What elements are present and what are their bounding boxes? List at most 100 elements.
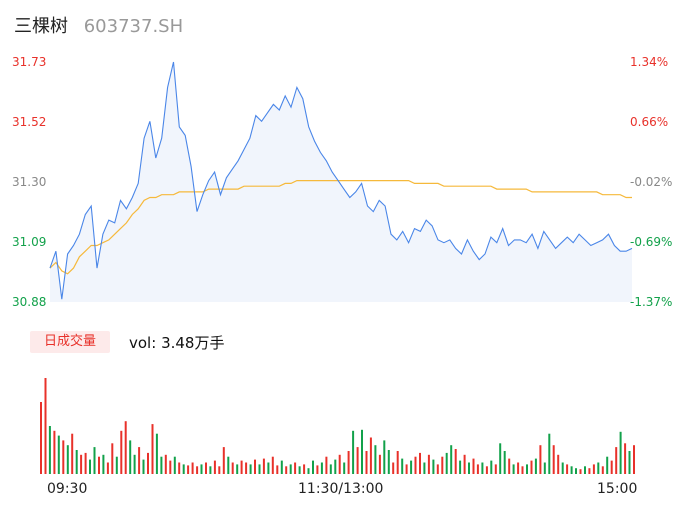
volume-bar: [530, 460, 533, 474]
volume-bar: [521, 466, 524, 474]
daily-volume-tab[interactable]: 日成交量: [30, 331, 110, 353]
volume-bar: [432, 459, 435, 474]
volume-bar: [227, 456, 230, 474]
volume-bar: [66, 445, 69, 474]
volume-bar: [539, 445, 542, 474]
time-tick-open: 09:30: [47, 481, 88, 497]
volume-bar: [557, 454, 560, 474]
volume-bar: [597, 462, 600, 474]
volume-bar: [44, 378, 47, 474]
volume-bar: [169, 460, 172, 474]
pct-tick-min: -1.37%: [630, 295, 673, 309]
price-tick-max: 31.73: [12, 55, 47, 69]
volume-bar: [552, 445, 555, 474]
volume-bar: [624, 443, 627, 474]
volume-bar: [499, 443, 502, 474]
volume-bar: [98, 456, 100, 474]
volume-bar: [213, 460, 216, 474]
volume-bar: [151, 424, 154, 474]
volume-bar: [454, 449, 457, 474]
volume-bar: [57, 435, 60, 474]
volume-bar: [633, 445, 635, 474]
volume-bar: [245, 462, 248, 474]
price-line: [49, 61, 633, 300]
volume-bar: [240, 460, 243, 474]
volume-bar: [280, 460, 283, 474]
volume-bar: [254, 459, 256, 474]
volume-bar: [48, 426, 51, 474]
price-area-fill: [50, 62, 632, 302]
volume-bar: [115, 456, 118, 474]
volume-bar: [267, 462, 270, 474]
volume-bar: [258, 464, 261, 474]
volume-bar: [138, 447, 141, 474]
volume-bar: [561, 462, 564, 474]
volume-bar: [173, 456, 176, 474]
volume-bar: [102, 454, 105, 474]
volume-bar: [405, 464, 408, 474]
volume-bar: [62, 440, 65, 474]
volume-bar: [387, 450, 390, 474]
volume-bar: [517, 462, 520, 474]
volume-bar: [619, 431, 622, 474]
volume-bar: [124, 421, 127, 474]
volume-bar: [316, 465, 319, 474]
volume-bar: [601, 466, 604, 474]
volume-bar: [276, 465, 279, 474]
volume-bar: [526, 464, 528, 474]
volume-bar: [338, 454, 341, 474]
volume-bar: [303, 464, 306, 474]
volume-bar: [543, 462, 546, 474]
volume-bar: [231, 462, 234, 474]
volume-bar: [191, 462, 194, 474]
volume-bar: [485, 466, 488, 474]
time-tick-close: 15:00: [597, 481, 638, 497]
volume-bar: [548, 433, 551, 474]
pct-tick-high: 0.66%: [630, 115, 669, 129]
volume-bar: [289, 464, 292, 474]
volume-bar: [271, 456, 274, 474]
volume-bar: [459, 460, 462, 474]
volume-bar: [325, 456, 328, 474]
price-tick-high: 31.52: [12, 115, 47, 129]
volume-bar: [120, 430, 123, 474]
volume-bar: [89, 459, 91, 474]
volume-bar: [262, 458, 265, 474]
volume-bar: [343, 462, 346, 474]
volume-bar: [503, 451, 506, 474]
volume-bar: [566, 464, 569, 474]
volume-bar: [147, 452, 149, 474]
volume-bar: [75, 450, 78, 474]
volume-bar: [334, 459, 337, 474]
volume-bar: [575, 468, 577, 474]
volume-bar: [570, 466, 573, 474]
volume-bar: [209, 466, 212, 474]
volume-bar: [182, 464, 185, 474]
volume-bar: [401, 458, 404, 474]
volume-bar: [142, 459, 145, 474]
volume-bar: [588, 468, 591, 474]
volume-bar: [445, 452, 448, 474]
volume-bar: [512, 464, 515, 474]
volume-bar: [423, 462, 426, 474]
volume-bar: [450, 445, 453, 474]
volume-bar: [218, 466, 221, 474]
volume-bar: [579, 469, 582, 474]
average-price-line: [49, 180, 632, 275]
stock-code: 603737.SH: [83, 16, 184, 37]
volume-bar: [369, 437, 372, 474]
volume-bar: [610, 460, 613, 474]
volume-bar: [222, 447, 225, 474]
volume-bar: [592, 464, 595, 474]
volume-bar: [490, 460, 493, 474]
stock-title: 三棵树 603737.SH: [14, 12, 183, 38]
volume-bar: [40, 402, 42, 474]
pct-tick-mid: -0.02%: [630, 175, 673, 189]
volume-bar: [396, 451, 399, 474]
volume-bar: [374, 445, 377, 474]
volume-bar: [236, 464, 239, 474]
pct-tick-max: 1.34%: [630, 55, 669, 69]
time-tick-midday: 11:30/13:00: [298, 481, 384, 497]
volume-bar: [294, 462, 297, 474]
volume-readout: vol: 3.48万手: [129, 332, 224, 353]
